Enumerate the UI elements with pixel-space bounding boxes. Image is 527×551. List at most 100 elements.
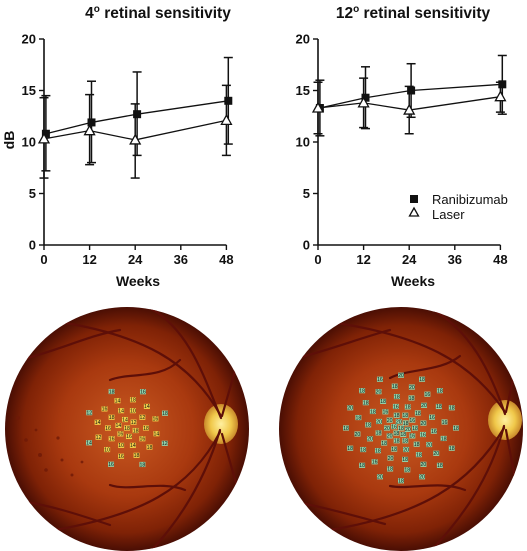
fundus-4deg-test-value: 18 [147, 445, 153, 451]
chart-4deg-title: 4o retinal sensitivity [85, 4, 231, 22]
fundus-12deg-test-value: 18 [414, 442, 420, 448]
fundus-12deg-test-value: 16 [442, 420, 448, 426]
fundus-4deg-test-point [129, 408, 136, 414]
chart-12deg-y-tick-label: 0 [303, 238, 310, 253]
fundus-12deg-test-point [415, 452, 422, 458]
chart-12deg-y-tick-label: 5 [303, 186, 310, 201]
fundus-4deg-test-value: 14 [122, 417, 128, 423]
fundus-12deg-test-point [398, 372, 404, 378]
chart-4deg-laser-point [220, 114, 233, 126]
fundus-12deg-test-point [404, 404, 411, 410]
fundus-12deg-test-value: 18 [393, 431, 399, 437]
fundus-12deg-test-value: 18 [394, 439, 400, 445]
fundus-12deg-test-value: 20 [426, 442, 432, 448]
fundus-4deg-test-value: 12 [162, 441, 168, 447]
fundus-4deg-test-value: 14 [95, 420, 101, 426]
legend-marker-laser [408, 206, 420, 217]
chart-12deg-ranibizumab-point [498, 80, 507, 89]
fundus-4deg-test-point [139, 461, 146, 468]
fundus-12deg-test-value: 16 [431, 429, 437, 435]
chart-12deg: 12o retinal sensitivity Weeks 0 5 10 15 20 0 1… [296, 4, 508, 289]
fundus-12deg-test-point [359, 462, 366, 468]
fundus-12deg-test-value: 18 [403, 421, 409, 427]
fundus-12deg-test-value: 18 [437, 463, 443, 469]
fundus-12deg-test-point [433, 450, 440, 456]
fundus-12deg-test-value: 20 [433, 451, 439, 457]
fundus-12deg-test-point [359, 388, 366, 394]
chart-4deg-x-tick-label: 48 [219, 252, 233, 267]
fundus-12deg-test-value: 18 [415, 411, 421, 417]
fundus-12deg-test-value: 18 [402, 457, 408, 463]
fundus-4deg-optic-disc [204, 404, 238, 444]
fundus-12deg-test-point [440, 435, 447, 442]
fundus-4deg-test-point [94, 419, 101, 425]
fundus-4deg-test-value: 18 [109, 389, 115, 395]
chart-4deg-y-tick-label: 5 [29, 186, 36, 201]
fundus-12deg-test-value: 20 [388, 456, 394, 462]
chart-4deg-x-tick-label: 36 [174, 252, 188, 267]
fundus-4deg-test-value: 18 [162, 411, 168, 417]
fundus-12deg-test-value: 18 [376, 431, 382, 437]
fundus-4deg-test-value: 18 [124, 426, 130, 432]
chart-12deg-laser-line [317, 96, 501, 111]
fundus-12deg-test-value: 18 [343, 426, 349, 432]
fundus-12deg-test-value: 20 [398, 373, 404, 379]
chart-12deg-laser-point [357, 96, 370, 108]
chart-12deg-laser-point [311, 101, 325, 113]
fundus-4deg-test-value: 12 [96, 435, 102, 441]
fundus-12deg-test-value: 18 [381, 441, 387, 447]
fundus-12deg-test-point [448, 405, 455, 411]
fundus-12deg-test-value: 18 [363, 400, 369, 406]
fundus-12deg-test-value: 18 [409, 396, 415, 402]
fundus-12deg-test-point [354, 431, 361, 437]
fundus-12deg-test-value: 18 [394, 413, 400, 419]
fundus-12deg-test-point [419, 431, 426, 438]
fundus-12deg-test-point [414, 410, 421, 416]
fundus-4deg-test-point [122, 416, 129, 423]
fundus-12deg-test-value: 20 [387, 434, 393, 440]
fundus-12deg-test-point [393, 430, 400, 436]
fundus-12deg-test-value: 18 [441, 436, 447, 442]
fundus-12deg-test-point [362, 400, 369, 406]
fundus-12deg-test-value: 18 [359, 463, 365, 469]
fundus-12deg-test-point [398, 478, 404, 484]
fundus-4deg-test-value: 14 [130, 443, 136, 449]
fundus-12deg-test-value: 20 [387, 418, 393, 424]
fundus-12deg-test-value: 18 [453, 426, 459, 432]
legend: Ranibizumab Laser [408, 192, 508, 222]
fundus-12deg-test-value: 16 [409, 434, 415, 440]
fundus-12deg-test-value: 20 [384, 426, 390, 432]
chart-4deg-y-tick-label: 20 [22, 32, 36, 47]
fundus-4deg-test-point [133, 452, 140, 458]
chart-4deg-laser-point [129, 133, 142, 145]
fundus-12deg-test-value: 20 [405, 427, 411, 433]
fundus-4deg-test-point [95, 434, 102, 440]
fundus-12deg-test-value: 18 [391, 447, 397, 453]
fundus-12deg-test-point [419, 376, 426, 382]
fundus-12deg-test-point [391, 424, 398, 430]
fundus-12deg-test-point [393, 412, 400, 418]
chart-4deg-x-tick-label: 0 [40, 252, 47, 267]
fundus-4deg-test-value: 16 [105, 426, 111, 432]
fundus-4deg-test-value: 18 [134, 453, 140, 459]
fundus-12deg-test-point [371, 459, 378, 465]
fundus-4deg-test-value: 14 [115, 398, 121, 404]
fundus-4deg-test-value: 14 [116, 423, 122, 429]
fundus-4deg-spots [16, 416, 84, 477]
chart-12deg-x-tick-label: 12 [356, 252, 370, 267]
fundus-4deg-test-value: 16 [153, 417, 159, 423]
fundus-12deg-test-point [366, 436, 373, 442]
chart-12deg-x-tick-label: 48 [493, 252, 507, 267]
fundus-12deg-test-point [391, 383, 398, 389]
chart-4deg-laser-point [37, 132, 51, 144]
fundus-4deg-test-point [146, 444, 153, 450]
fundus-12deg-test-point [387, 466, 394, 472]
fundus-12deg-test-value: 18 [412, 426, 418, 432]
fundus-4deg-test-point [108, 461, 115, 467]
fundus-12deg-test-value: 20 [421, 421, 427, 427]
chart-12deg-plot [311, 54, 507, 137]
fundus-12deg-test-value: 16 [382, 410, 388, 416]
